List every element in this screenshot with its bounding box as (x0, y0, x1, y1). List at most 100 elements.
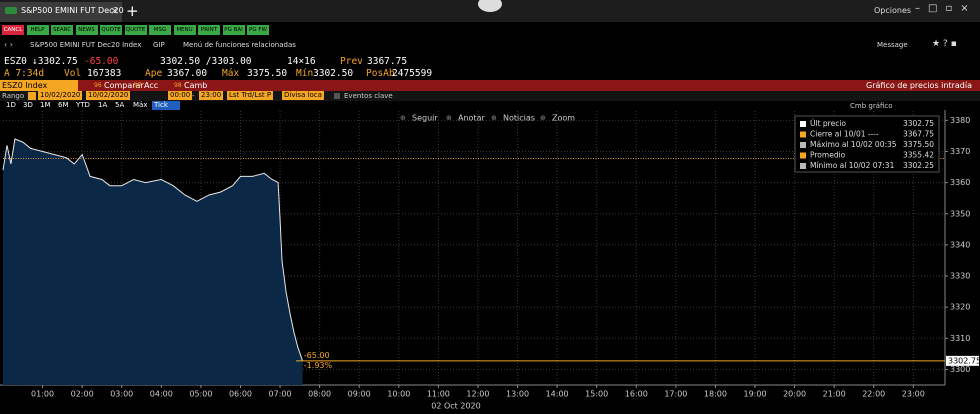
function-key[interactable]: PG FW (247, 25, 269, 35)
legend-swatch (800, 142, 806, 148)
period[interactable]: 6M (58, 101, 69, 109)
chart-tool[interactable]: Zoom (552, 114, 575, 123)
function-key[interactable]: SEARC (51, 25, 73, 35)
quote-field: 2475599 (392, 68, 433, 79)
x-tick-label: 16:00 (625, 390, 648, 399)
quote-field: A 7:34d (4, 68, 45, 79)
legend-value: 3302.25 (903, 161, 934, 170)
action-label[interactable]: Camb (184, 81, 208, 90)
quote-field: -65.00 (84, 56, 119, 67)
function-title: Gráfico de precios intradía (866, 81, 972, 90)
price-area (3, 139, 303, 385)
annotation: -65.00 (304, 351, 330, 360)
function-key[interactable]: MENU (173, 25, 196, 35)
period[interactable]: 1M (40, 101, 51, 109)
period[interactable]: 3D (23, 101, 33, 109)
tool-icon: ⊕ (446, 114, 452, 122)
x-tick-label: 15:00 (585, 390, 608, 399)
range-row (0, 91, 980, 101)
tab-close[interactable]: × (110, 4, 120, 17)
x-tick-label: 04:00 (150, 390, 173, 399)
action-num: 97 (134, 82, 142, 89)
function-key[interactable]: NEWS (75, 25, 98, 35)
legend-swatch (800, 131, 806, 138)
period[interactable]: Tick (152, 101, 180, 110)
period[interactable]: 1A (98, 101, 108, 109)
tab-title: S&P500 EMINI FUT Dec20 (21, 6, 124, 15)
quote-field: 3302.50 /3303.00 (160, 56, 252, 67)
y-tick-label: 3340 (950, 240, 970, 249)
period[interactable]: Máx (133, 101, 148, 109)
quote-field: Ape (145, 68, 163, 79)
nav-message[interactable]: Message (877, 41, 908, 49)
security-field[interactable]: ESZ0 Index (0, 80, 78, 91)
legend-box (794, 115, 940, 173)
function-key[interactable]: PRINT (198, 25, 220, 35)
function-key[interactable]: MSG (149, 25, 171, 35)
price-line (2, 138, 304, 362)
window-buttons[interactable]: –□▫× (915, 3, 977, 14)
function-key[interactable]: PG BAI (222, 25, 245, 35)
last-price-box (946, 355, 979, 366)
range-label: Rango (2, 92, 25, 100)
nav-icons[interactable]: ★ ? ▪ (932, 39, 957, 49)
legend-label: Máximo al 10/02 00:35 (810, 140, 897, 149)
x-tick-label: 12:00 (466, 390, 489, 399)
action-label[interactable]: Acc (144, 81, 159, 90)
legend-value: 3355.42 (903, 151, 934, 160)
y-tick-label: 3350 (950, 209, 970, 218)
chart-menu[interactable]: Cmb gráfico (850, 102, 893, 110)
period[interactable]: 1D (6, 101, 16, 109)
chart-tool[interactable]: Seguir (412, 114, 438, 123)
period[interactable]: 5A (115, 101, 125, 109)
function-key[interactable]: QUOTE (124, 25, 147, 35)
x-axis-label: 02 Oct 2020 (431, 402, 480, 411)
x-tick-label: 11:00 (427, 390, 450, 399)
chart-tool[interactable]: Noticias (503, 114, 535, 123)
y-tick-label: 3380 (950, 116, 970, 125)
chart-tool[interactable]: Anotar (458, 114, 485, 123)
quote-field: Vol (64, 68, 82, 79)
x-tick-label: 21:00 (823, 390, 846, 399)
nav-security[interactable]: S&P500 EMINI FUT Dec20 Index (30, 41, 142, 49)
legend-swatch (800, 121, 806, 127)
function-bar (0, 80, 980, 91)
quote-field: Prev (340, 56, 363, 67)
quote-field: PosAb (366, 68, 395, 79)
quote-field: 3302.50 (313, 68, 354, 79)
nav-arrows[interactable]: ‹ › (4, 40, 13, 49)
legend-label: Cierre al 10/01 ---- (810, 130, 879, 139)
x-tick-label: 03:00 (110, 390, 133, 399)
events-check[interactable] (334, 93, 340, 99)
range-field[interactable] (28, 92, 36, 100)
start-date[interactable]: 10/02/2020 (38, 91, 83, 100)
price-field[interactable]: Lst Trd/Lst P (227, 91, 274, 100)
options[interactable]: Opciones (874, 6, 912, 15)
action-label[interactable]: Comparar (104, 81, 144, 90)
annotation: -1.93% (304, 361, 333, 370)
function-key[interactable]: HELP (26, 25, 49, 35)
start-time[interactable]: 00:00 (168, 91, 193, 100)
new-tab[interactable]: + (126, 2, 139, 20)
function-key[interactable]: QUOTE (100, 25, 122, 35)
quote-field: ↓3302.75 (32, 56, 78, 67)
end-time[interactable]: 23:00 (199, 91, 224, 100)
end-date[interactable]: 10/02/2020 (86, 91, 131, 100)
handle[interactable] (478, 0, 502, 12)
tab-icon (5, 7, 17, 14)
events-label: Eventos clave (344, 92, 393, 100)
quote-field: 3367.75 (367, 56, 408, 67)
x-tick-label: 07:00 (269, 390, 292, 399)
function-key[interactable]: CANCL (2, 25, 24, 35)
x-tick-label: 01:00 (31, 390, 54, 399)
last-price-label: 3302.75 (948, 356, 980, 365)
legend-swatch (800, 152, 806, 159)
nav-menu[interactable]: Menú de funciones relacionadas (183, 41, 296, 49)
x-tick-label: 14:00 (546, 390, 569, 399)
period[interactable]: YTD (76, 101, 90, 109)
currency-field[interactable]: Divisa loca (282, 91, 324, 100)
nav-gip[interactable]: GIP (153, 41, 165, 49)
action-num: 96 (94, 82, 102, 89)
quote-field: 167383 (87, 68, 122, 79)
tab[interactable] (0, 2, 122, 22)
